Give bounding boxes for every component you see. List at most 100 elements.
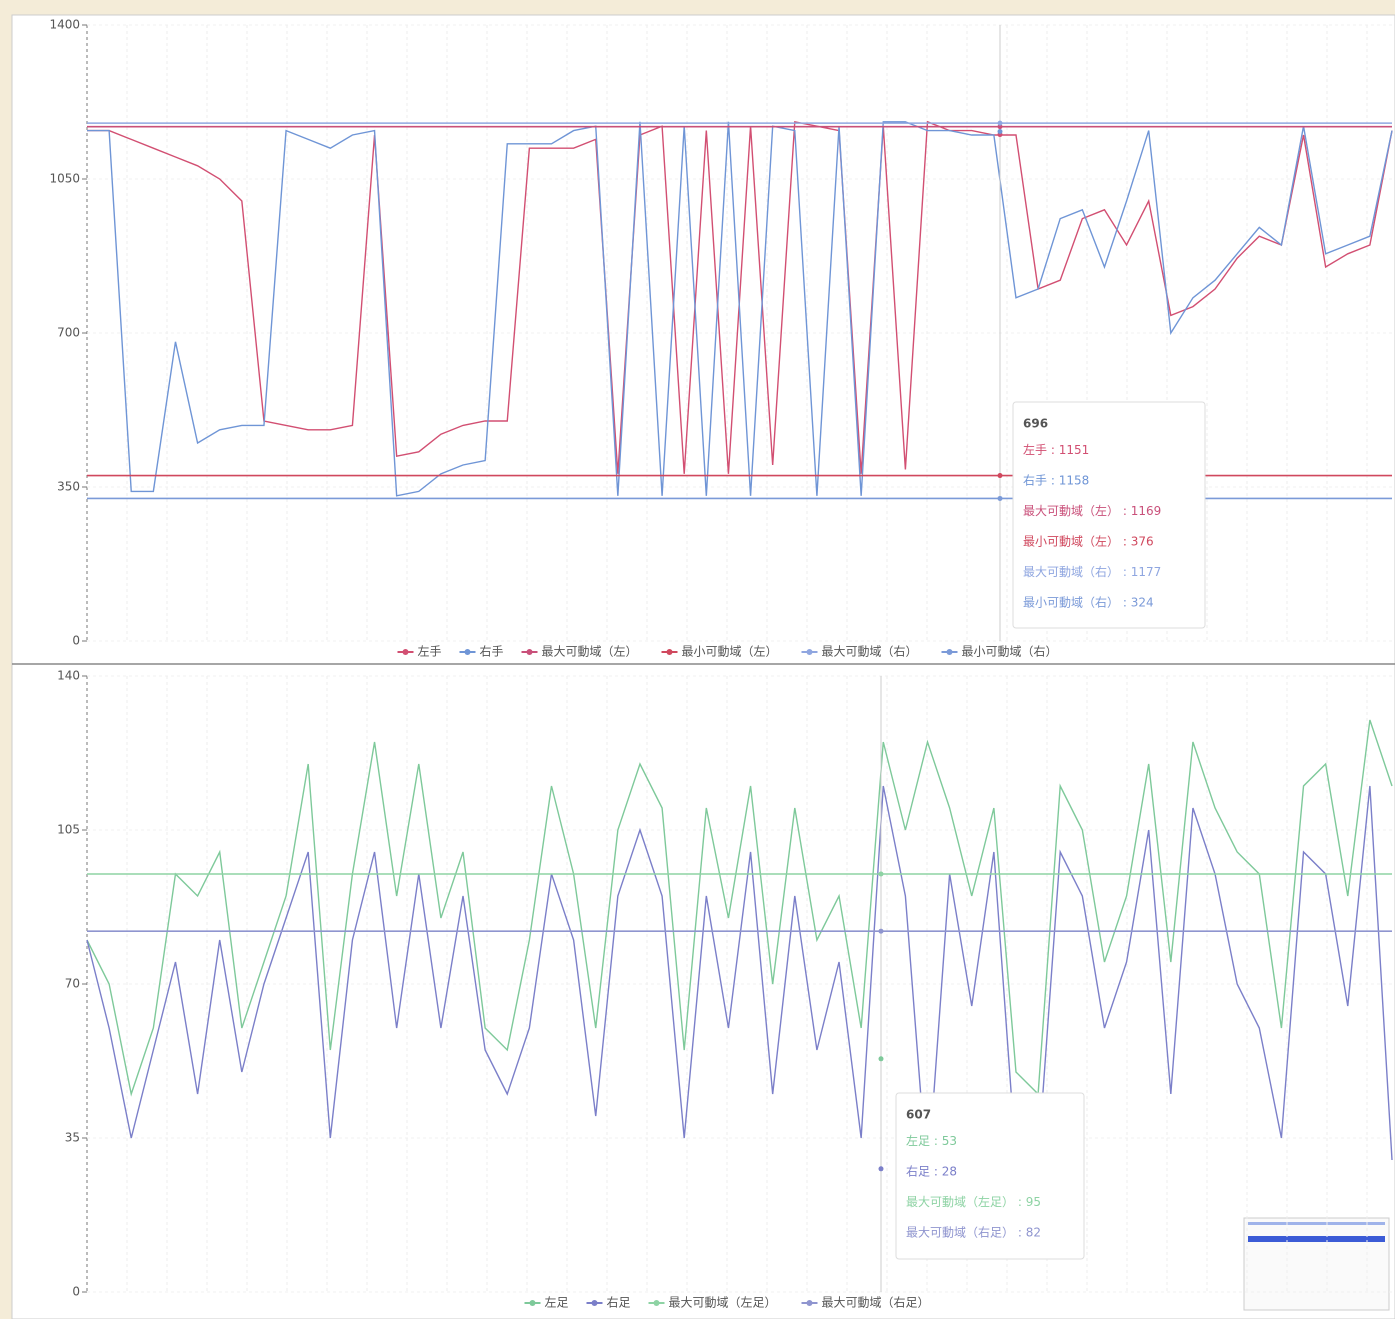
- y-tick-label: 70: [65, 977, 80, 991]
- series-line: [87, 121, 1393, 497]
- tooltip-row: 最大可動域（右） : 1177: [1023, 564, 1161, 579]
- tooltip-row: 右足 : 28: [906, 1163, 957, 1178]
- tooltip-box: [1012, 401, 1206, 629]
- legend-item: 最大可動域（左足）: [648, 1295, 777, 1310]
- legend-item: 最大可動域（左）: [521, 644, 638, 659]
- tooltip-point: [997, 124, 1003, 130]
- tooltip-name: 最大可動域（右）: [1023, 564, 1119, 579]
- y-tick-label: 0: [72, 634, 80, 648]
- y-tick-label: 105: [57, 823, 80, 837]
- tooltip-sep: :: [930, 1134, 942, 1148]
- tooltip: 607 左足 : 53 右足 : 28 最大可動域（左足） : 95 最大可動域（右足）…: [895, 1092, 1085, 1260]
- tooltip-name: 最大可動域（右足）: [906, 1224, 1014, 1239]
- tooltip-row: 最小可動域（左） : 376: [1023, 533, 1154, 548]
- tooltip-value: 1177: [1131, 565, 1162, 579]
- tooltip-row: 左手 : 1151: [1023, 442, 1089, 457]
- legend-item: 左手: [397, 644, 442, 659]
- tooltip-sep: :: [1014, 1195, 1026, 1209]
- tooltip-sep: :: [1119, 504, 1131, 518]
- legend-item: 最大可動域（右足）: [801, 1295, 930, 1310]
- legend-label: 最大可動域（右）: [822, 644, 918, 659]
- y-tick-label: 140: [57, 669, 80, 683]
- tooltip-row: 右手 : 1158: [1023, 472, 1089, 487]
- legend-label: 最小可動域（左）: [682, 644, 778, 659]
- legend-item: 右手: [459, 644, 504, 659]
- panel: [11, 14, 1395, 1319]
- tooltip-point: [878, 1166, 884, 1172]
- legend-dot: [529, 1300, 536, 1306]
- tooltip-value: 376: [1131, 534, 1154, 548]
- tooltip-point: [997, 473, 1003, 479]
- legend-label: 左手: [418, 644, 442, 659]
- tooltip-value: 53: [942, 1134, 957, 1148]
- legend-dot: [402, 649, 409, 655]
- legend-dot: [666, 649, 673, 655]
- tooltip-box: [895, 1092, 1085, 1260]
- series-line: [86, 719, 1393, 1097]
- tooltip-sep: :: [1014, 1225, 1026, 1239]
- tooltip-name: 最小可動域（右）: [1023, 594, 1119, 609]
- legend-label: 右手: [480, 644, 504, 659]
- tooltip-value: 1158: [1059, 473, 1090, 487]
- y-tick-label: 700: [57, 326, 80, 340]
- legend-label: 左足: [545, 1295, 569, 1310]
- legend-dot: [464, 649, 471, 655]
- tooltip-value: 82: [1026, 1225, 1041, 1239]
- y-tick-label: 350: [57, 480, 80, 494]
- tooltip-name: 左手: [1023, 442, 1047, 457]
- tooltip-title: 607: [906, 1108, 931, 1122]
- legend-dot: [591, 1300, 598, 1306]
- tooltip-title: 696: [1023, 417, 1048, 431]
- legend-item: 最小可動域（左）: [661, 644, 778, 659]
- tooltip-value: 28: [942, 1164, 957, 1178]
- tooltip-sep: :: [1119, 565, 1131, 579]
- tooltip-name: 最小可動域（左）: [1023, 533, 1119, 548]
- tooltip-name: 最大可動域（左足）: [906, 1194, 1014, 1209]
- legend-label: 最大可動域（左）: [542, 644, 638, 659]
- legend-label: 右足: [607, 1295, 631, 1310]
- tooltip-point: [878, 1056, 884, 1062]
- legend-dot: [653, 1300, 660, 1306]
- legend-dot: [806, 649, 813, 655]
- tooltip-name: 右手: [1023, 472, 1047, 487]
- tooltip-sep: :: [1047, 473, 1059, 487]
- legend-dot: [806, 1300, 813, 1306]
- y-tick-label: 0: [72, 1285, 80, 1299]
- tooltip-value: 1169: [1131, 504, 1162, 518]
- tooltip-point: [878, 871, 884, 877]
- tooltip-name: 最大可動域（左）: [1023, 503, 1119, 518]
- tooltip-sep: :: [1119, 595, 1131, 609]
- tooltip-name: 左足: [906, 1133, 930, 1148]
- tooltip-point: [997, 120, 1003, 126]
- tooltip-sep: :: [1047, 443, 1059, 457]
- minimap: [1243, 1217, 1390, 1311]
- legend-item: 左足: [524, 1295, 569, 1310]
- legend-dot: [526, 649, 533, 655]
- tooltip-row: 最大可動域（左足） : 95: [906, 1194, 1041, 1209]
- tooltip-point: [997, 495, 1003, 501]
- legend-label: 最小可動域（右）: [962, 644, 1058, 659]
- legend-item: 右足: [586, 1295, 631, 1310]
- legend-dot: [946, 649, 953, 655]
- tooltip-value: 95: [1026, 1195, 1041, 1209]
- tooltip-point: [997, 128, 1003, 134]
- legend-item: 最小可動域（右）: [941, 644, 1058, 659]
- legend-item: 最大可動域（右）: [801, 644, 918, 659]
- tooltip-row: 最大可動域（右足） : 82: [906, 1224, 1041, 1239]
- series-line: [86, 785, 1393, 1183]
- tooltip-row: 左足 : 53: [906, 1133, 957, 1148]
- tooltip-row: 最大可動域（左） : 1169: [1023, 503, 1161, 518]
- y-tick-label: 35: [65, 1131, 80, 1145]
- tooltip: 696 左手 : 1151 右手 : 1158 最大可動域（左） : 1169 最小可動…: [1012, 401, 1206, 629]
- legend-label: 最大可動域（左足）: [669, 1295, 777, 1310]
- tooltip-sep: :: [1119, 534, 1131, 548]
- tooltip-point: [878, 928, 884, 934]
- tooltip-value: 1151: [1059, 443, 1090, 457]
- tooltip-name: 右足: [906, 1163, 930, 1178]
- tooltip-sep: :: [930, 1164, 942, 1178]
- tooltip-value: 324: [1131, 595, 1154, 609]
- y-tick-label: 1400: [49, 18, 80, 32]
- legend-label: 最大可動域（右足）: [822, 1295, 930, 1310]
